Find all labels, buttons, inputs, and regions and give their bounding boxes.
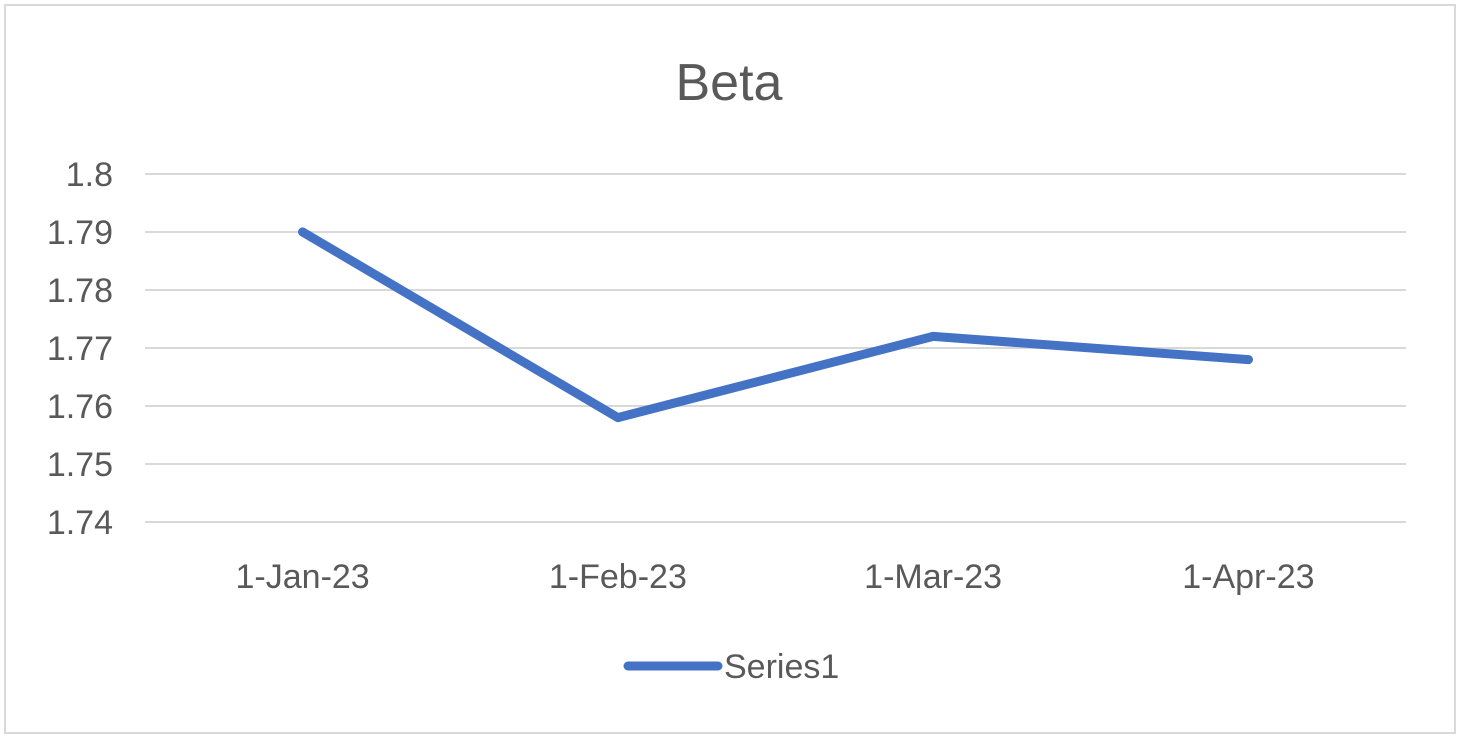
y-tick-label: 1.74 — [47, 504, 113, 542]
data-point — [1243, 355, 1253, 365]
y-tick-label: 1.77 — [47, 330, 113, 368]
x-axis-ticks: 1-Jan-23 1-Feb-23 1-Mar-23 1-Apr-23 — [236, 558, 1315, 596]
x-tick-label: 1-Mar-23 — [864, 558, 1002, 596]
y-tick-label: 1.76 — [47, 388, 113, 426]
legend: Series1 — [623, 648, 839, 686]
chart-frame — [4, 4, 1456, 734]
chart-title: Beta — [676, 54, 783, 112]
x-tick-label: 1-Feb-23 — [549, 558, 687, 596]
gridlines — [145, 173, 1406, 523]
legend-label: Series1 — [724, 648, 839, 686]
x-tick-label: 1-Jan-23 — [236, 558, 370, 596]
y-tick-label: 1.75 — [47, 446, 113, 484]
x-tick-label: 1-Apr-23 — [1182, 558, 1314, 596]
y-tick-label: 1.8 — [66, 156, 113, 194]
y-axis-ticks: 1.74 1.75 1.76 1.77 1.78 1.79 1.8 — [47, 156, 113, 542]
y-tick-label: 1.78 — [47, 272, 113, 310]
data-point — [928, 331, 938, 341]
data-point — [613, 413, 623, 423]
data-point — [298, 227, 308, 237]
series-group — [298, 227, 1253, 423]
y-tick-label: 1.79 — [47, 214, 113, 252]
series-line — [298, 227, 1253, 423]
